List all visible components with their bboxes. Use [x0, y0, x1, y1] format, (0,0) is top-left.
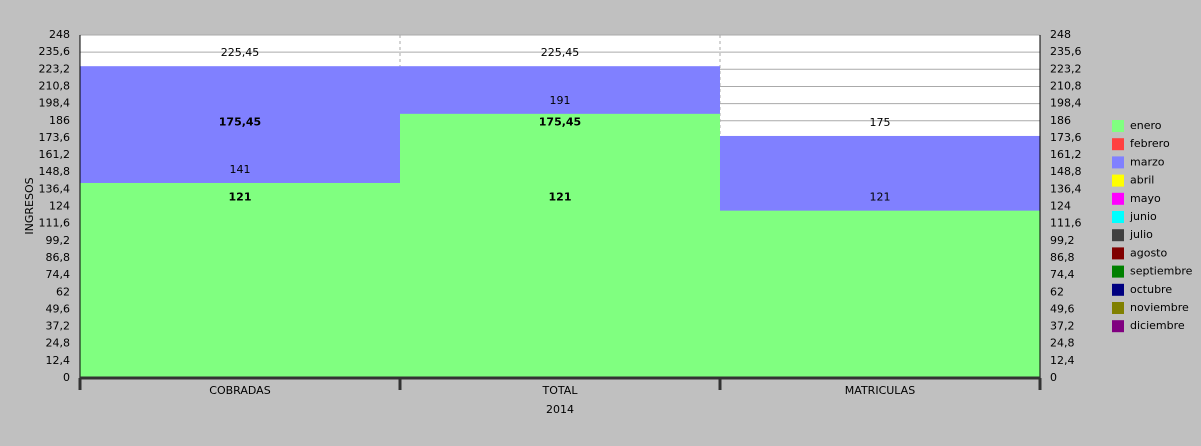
y-tick-label: 161,2 — [39, 148, 71, 161]
y2-tick-label: 86,8 — [1050, 251, 1075, 264]
annotation: 175,45 — [539, 115, 581, 128]
y-tick-label: 24,8 — [46, 337, 71, 350]
y2-tick-label: 186 — [1050, 114, 1071, 127]
data-label: 121 — [870, 191, 891, 204]
y-tick-label: 37,2 — [46, 320, 71, 333]
y-tick-label: 0 — [63, 371, 70, 384]
y-tick-label: 248 — [49, 28, 70, 41]
legend-label: febrero — [1130, 137, 1170, 150]
y-axis-title: INGRESOS — [23, 177, 36, 234]
y-tick-label: 186 — [49, 114, 70, 127]
y-tick-label: 136,4 — [39, 182, 71, 195]
legend-label: julio — [1129, 228, 1153, 241]
y2-tick-label: 173,6 — [1050, 131, 1082, 144]
y2-tick-label: 136,4 — [1050, 182, 1082, 195]
legend-swatch — [1112, 120, 1124, 132]
y2-tick-label: 24,8 — [1050, 337, 1075, 350]
y2-tick-label: 62 — [1050, 285, 1064, 298]
y-tick-label: 198,4 — [39, 97, 71, 110]
y-tick-label: 223,2 — [39, 62, 71, 75]
legend-swatch — [1112, 247, 1124, 260]
legend-label: junio — [1129, 210, 1157, 223]
y2-tick-label: 99,2 — [1050, 234, 1075, 247]
legend-label: agosto — [1130, 246, 1167, 259]
y2-tick-label: 49,6 — [1050, 302, 1075, 315]
data-label: 225,45 — [541, 46, 580, 59]
y2-tick-label: 235,6 — [1050, 45, 1082, 58]
y2-tick-label: 0 — [1050, 371, 1057, 384]
annotation: 121 — [549, 191, 572, 204]
legend-label: octubre — [1130, 283, 1172, 296]
legend-label: diciembre — [1130, 319, 1185, 332]
legend-swatch — [1112, 302, 1124, 314]
legend-label: enero — [1130, 119, 1162, 132]
bar — [720, 210, 1040, 378]
y2-tick-label: 161,2 — [1050, 148, 1082, 161]
data-label: 175 — [870, 116, 891, 129]
legend-swatch — [1112, 265, 1124, 278]
y2-tick-label: 198,4 — [1050, 97, 1082, 110]
y-tick-label: 173,6 — [39, 131, 71, 144]
y2-tick-label: 223,2 — [1050, 62, 1082, 75]
y-tick-label: 111,6 — [39, 217, 71, 230]
data-label: 225,45 — [221, 46, 260, 59]
legend-label: marzo — [1130, 155, 1165, 168]
x-axis-title: 2014 — [546, 403, 574, 416]
legend-label: mayo — [1130, 192, 1161, 205]
y2-tick-label: 111,6 — [1050, 217, 1082, 230]
y-tick-label: 86,8 — [46, 251, 71, 264]
legend-label: abril — [1130, 174, 1154, 187]
y-tick-label: 148,8 — [39, 165, 71, 178]
bar — [80, 182, 400, 378]
legend-swatch — [1112, 229, 1124, 242]
y2-tick-label: 210,8 — [1050, 79, 1082, 92]
legend-swatch — [1112, 174, 1124, 187]
y2-tick-label: 148,8 — [1050, 165, 1082, 178]
y-tick-label: 62 — [56, 285, 70, 298]
legend-swatch — [1112, 138, 1124, 151]
y-tick-label: 12,4 — [46, 354, 71, 367]
y-tick-label: 74,4 — [46, 268, 71, 281]
legend-swatch — [1112, 211, 1124, 223]
annotation: 121 — [229, 191, 252, 204]
y2-tick-label: 12,4 — [1050, 354, 1075, 367]
data-label: 191 — [550, 94, 571, 107]
y2-tick-label: 37,2 — [1050, 320, 1075, 333]
legend-swatch — [1112, 156, 1124, 169]
y2-tick-label: 248 — [1050, 28, 1071, 41]
x-tick-label: MATRICULAS — [845, 384, 915, 397]
legend-swatch — [1112, 283, 1124, 296]
y-tick-label: 49,6 — [46, 302, 71, 315]
y-tick-label: 99,2 — [46, 234, 71, 247]
y2-tick-label: 124 — [1050, 200, 1071, 213]
x-tick-label: TOTAL — [542, 384, 579, 397]
legend-swatch — [1112, 192, 1124, 205]
legend-label: septiembre — [1130, 265, 1193, 278]
y2-tick-label: 74,4 — [1050, 268, 1075, 281]
data-label: 141 — [230, 163, 251, 176]
y-tick-label: 235,6 — [39, 45, 71, 58]
legend-label: noviembre — [1130, 301, 1189, 314]
x-tick-label: COBRADAS — [209, 384, 270, 397]
y-tick-label: 124 — [49, 200, 70, 213]
legend-swatch — [1112, 320, 1124, 333]
y-tick-label: 210,8 — [39, 79, 71, 92]
bar — [400, 113, 720, 378]
annotation: 175,45 — [219, 115, 261, 128]
